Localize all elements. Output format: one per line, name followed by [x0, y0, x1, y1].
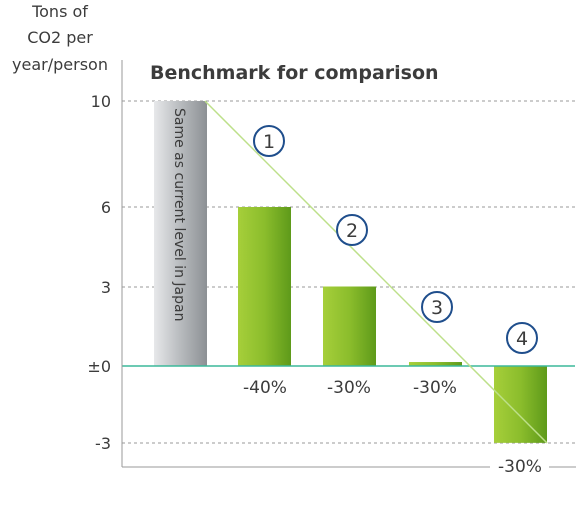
step-marker-1-text: 1 [263, 131, 275, 153]
step-marker-4-text: 4 [516, 328, 528, 350]
reduction-label-4: -30% [498, 457, 542, 477]
step-marker-2-text: 2 [346, 220, 358, 242]
y-axis-label-line-3: year/person [12, 55, 108, 74]
step-marker-1: 1 [253, 125, 285, 157]
y-tick-label-6: 6 [101, 198, 111, 217]
benchmark-bar-label: Same as current level in Japan [171, 108, 187, 321]
reduction-bar-4 [494, 366, 547, 443]
y-tick-label-10: 10 [91, 92, 111, 111]
benchmark-bar [154, 101, 207, 366]
y-axis-label-line-2: CO2 per [27, 28, 93, 47]
y-tick-label-neg3: -3 [95, 434, 111, 453]
reduction-bar-3 [409, 362, 462, 366]
step-marker-3-text: 3 [431, 297, 443, 319]
reduction-label-3: -30% [413, 378, 457, 398]
reduction-bar-1 [238, 207, 291, 366]
reduction-label-1: -40% [243, 378, 287, 398]
y-axis-label-line-1: Tons of [31, 2, 88, 21]
y-tick-label-3: 3 [101, 278, 111, 297]
step-marker-2: 2 [336, 214, 368, 246]
step-marker-4: 4 [506, 322, 538, 354]
chart-title: Benchmark for comparison [150, 62, 439, 84]
reduction-bar-2 [323, 286, 376, 366]
y-tick-label-0: ±0 [87, 357, 111, 376]
bar-group [154, 101, 547, 443]
trend-line [204, 100, 548, 444]
step-marker-3: 3 [421, 291, 453, 323]
reduction-label-2: -30% [327, 378, 371, 398]
